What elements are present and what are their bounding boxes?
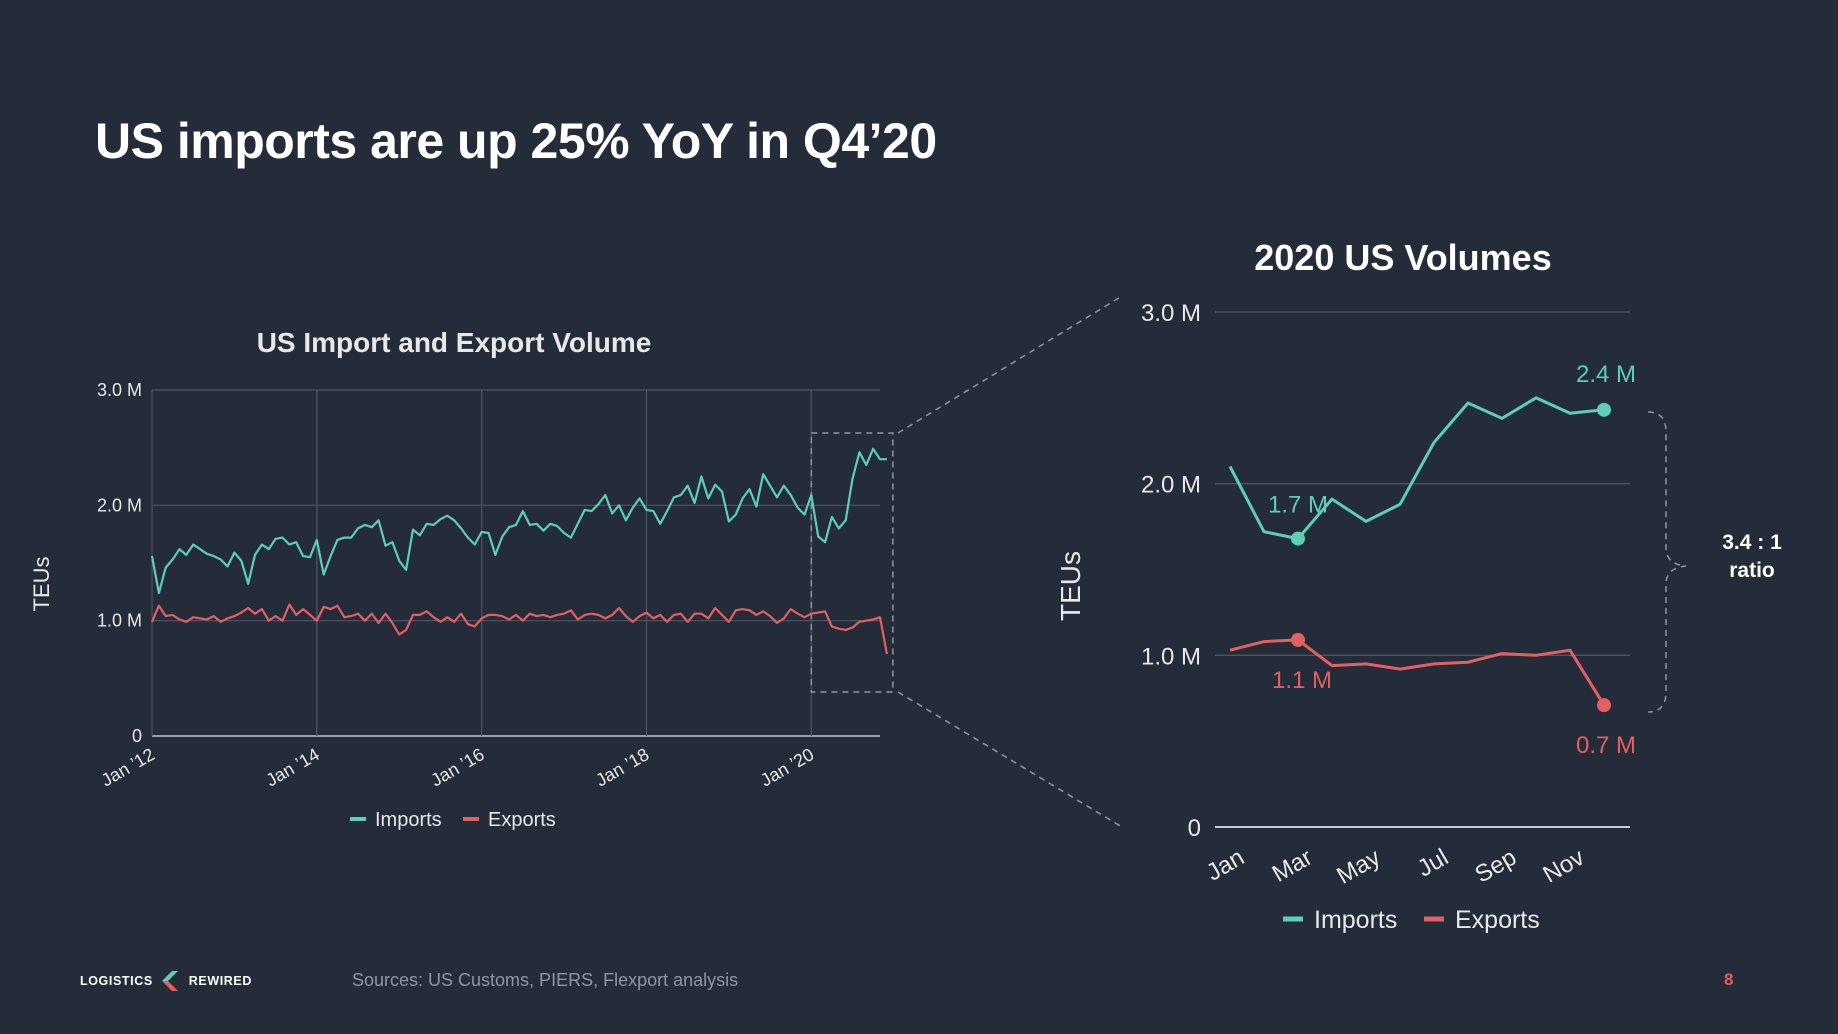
legend-imports-label: Imports (375, 809, 442, 831)
footer-logo: LOGISTICS REWIRED (80, 968, 252, 994)
annotation-label-exports: 1.1 M (1272, 667, 1332, 694)
ratio-brace (1647, 411, 1687, 713)
ratio-line1: 3.4 : 1 (1722, 531, 1782, 554)
left-x-tick-label: Jan ’12 (98, 744, 158, 790)
legend-exports-label: Exports (488, 809, 556, 831)
ratio-line2: ratio (1729, 559, 1775, 582)
left-series-exports-line (150, 603, 888, 655)
zoom-connectors (897, 295, 1123, 828)
annotation-point-exports (1291, 632, 1305, 647)
logo-k-icon (161, 971, 178, 991)
right-x-tick-label: May (1332, 844, 1385, 890)
left-x-tick-label: Jan ’16 (427, 744, 487, 790)
legend-imports-label: Imports (1314, 906, 1397, 934)
sources-note: Sources: US Customs, PIERS, Flexport ana… (352, 970, 739, 990)
annotation-label-exports: 0.7 M (1576, 732, 1636, 759)
right-chart-series (1228, 396, 1606, 706)
annotation-point-exports (1597, 698, 1611, 713)
legend-exports-label: Exports (1455, 906, 1540, 934)
right-x-tick-label: Nov (1539, 844, 1589, 889)
annotation-point-imports (1597, 402, 1611, 417)
left-x-tick-label: Jan ’18 (592, 744, 652, 790)
right-y-tick-label: 1.0 M (1141, 643, 1201, 670)
left-chart-grid (151, 389, 880, 737)
logo-left-text: LOGISTICS (80, 974, 153, 988)
zoom-connector-bottom (897, 691, 1123, 828)
zoom-highlight-box (810, 432, 894, 693)
right-x-tick-label: Sep (1471, 844, 1521, 889)
right-chart-grid (1215, 311, 1630, 828)
right-chart-ylabel: TEUs (1055, 551, 1086, 621)
right-x-tick-label: Jul (1413, 844, 1453, 883)
left-chart-title: US Import and Export Volume (257, 327, 652, 358)
right-y-tick-label: 3.0 M (1141, 300, 1201, 327)
right-y-tick-label: 2.0 M (1141, 472, 1201, 499)
right-chart-ticks: 0 1.0 M 2.0 M 3.0 M Jan Mar May Jul Sep Nov (1141, 300, 1589, 890)
slide-title: US imports are up 25% YoY in Q4’20 (95, 113, 937, 169)
left-y-tick-label: 0 (132, 726, 142, 746)
right-chart-annotations: 1.7 M 2.4 M 1.1 M 0.7 M (1268, 361, 1636, 759)
zoom-connector-top (897, 295, 1123, 434)
left-series-imports-line (150, 447, 887, 595)
right-x-tick-label: Mar (1268, 844, 1317, 888)
left-chart-ticks: 0 1.0 M 2.0 M 3.0 M Jan ’12 Jan ’14 Jan ’16 Jan… (97, 380, 817, 790)
annotation-label-imports: 1.7 M (1268, 492, 1328, 519)
left-x-tick-label: Jan ’14 (263, 744, 323, 790)
logo-right-text: REWIRED (188, 974, 252, 988)
right-chart-legend: Imports Exports (1283, 906, 1540, 934)
left-y-tick-label: 2.0 M (97, 495, 142, 515)
annotation-label-imports: 2.4 M (1576, 361, 1636, 388)
left-y-tick-label: 1.0 M (97, 611, 142, 631)
right-chart-title: 2020 US Volumes (1254, 237, 1551, 278)
right-chart: 2020 US Volumes TEUs 0 1.0 M 2.0 M 3.0 M Jan… (1055, 237, 1782, 934)
left-chart: US Import and Export Volume TEUs 0 1.0 M 2… (29, 327, 894, 831)
left-x-tick-label: Jan ’20 (757, 744, 817, 790)
left-y-tick-label: 3.0 M (97, 380, 142, 400)
annotation-point-imports (1291, 531, 1305, 546)
right-y-tick-label: 0 (1188, 815, 1201, 842)
left-chart-series (150, 447, 888, 655)
left-chart-ylabel: TEUs (29, 557, 54, 612)
right-x-tick-label: Jan (1202, 844, 1249, 887)
page-number: 8 (1724, 970, 1734, 989)
left-chart-legend: Imports Exports (350, 809, 556, 831)
